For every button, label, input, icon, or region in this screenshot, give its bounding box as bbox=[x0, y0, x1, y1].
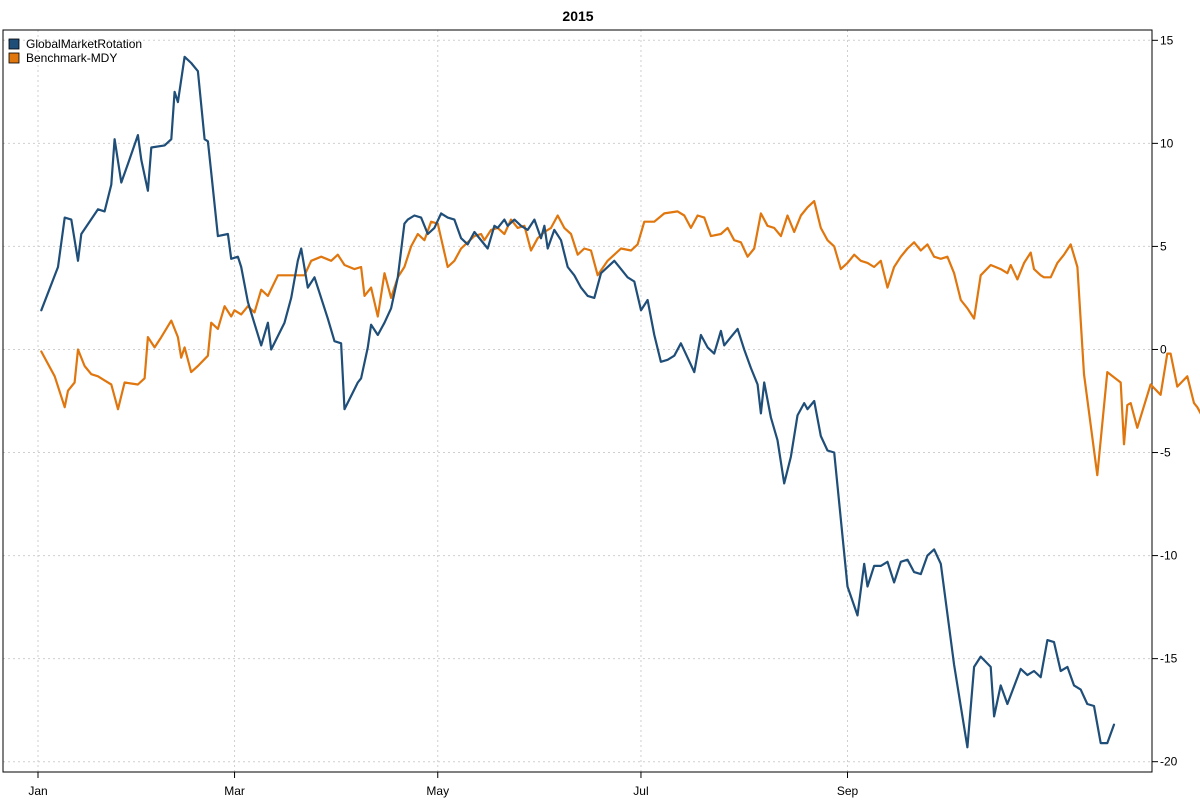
y-tick-label: -15 bbox=[1160, 652, 1178, 666]
axes: 15 10 5 0 -5 -10 -15 -20 Jan Mar May Jul Sep bbox=[2, 29, 1178, 798]
legend-swatch bbox=[8, 52, 20, 64]
x-tick-label: May bbox=[426, 784, 449, 798]
x-tick-label: Jan bbox=[28, 784, 47, 798]
legend-label: GlobalMarketRotation bbox=[26, 37, 142, 51]
x-tick-label: Mar bbox=[224, 784, 245, 798]
legend-label: Benchmark-MDY bbox=[26, 51, 117, 65]
y-tick-label: 0 bbox=[1160, 342, 1167, 356]
plot-border bbox=[2, 29, 1153, 773]
legend-swatch bbox=[8, 38, 20, 50]
y-tick-label: -5 bbox=[1160, 446, 1171, 460]
y-tick-label: 5 bbox=[1160, 239, 1167, 253]
x-tick-label: Sep bbox=[837, 784, 859, 798]
series-layer bbox=[40, 55, 1200, 749]
y-tick-label: 10 bbox=[1160, 136, 1174, 150]
y-tick-label: 15 bbox=[1160, 33, 1174, 47]
gridlines bbox=[3, 30, 1152, 772]
y-tick-label: -10 bbox=[1160, 549, 1178, 563]
chart-title: 2015 bbox=[562, 8, 593, 24]
series-line-benchmark-mdy bbox=[40, 200, 1200, 477]
x-tick-label: Jul bbox=[633, 784, 648, 798]
series-line-globalmarketrotation bbox=[40, 55, 1116, 749]
y-tick-label: -20 bbox=[1160, 755, 1178, 769]
